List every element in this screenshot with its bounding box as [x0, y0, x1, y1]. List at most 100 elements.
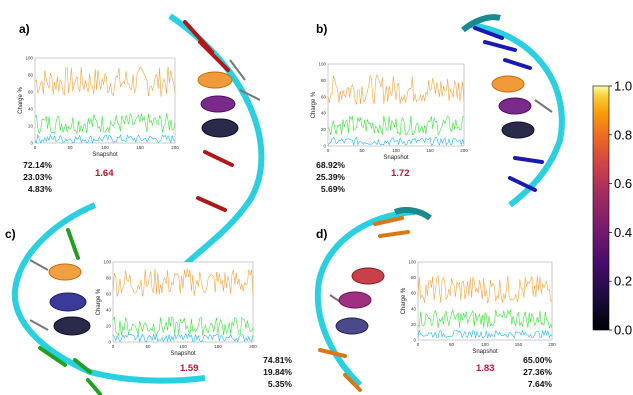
dna-helix-d [314, 207, 432, 392]
y-tick-label: 60 [106, 292, 112, 297]
x-axis-label: Snapshot [170, 351, 196, 357]
charge-plot-1: 0 50 100 150 200 0 20 40 60 80 100 Snapshot Charge % [311, 62, 468, 162]
y-tick-label: 80 [321, 78, 327, 83]
y-tick-label: 0 [323, 144, 326, 149]
y-axis-label: Charge % [96, 288, 102, 315]
x-tick-label: 50 [449, 342, 455, 347]
base-triplet-c [48, 263, 91, 336]
pct-b-1: 68.92% [316, 160, 345, 170]
series-line-1 [417, 308, 553, 329]
y-axis-label: Charge % [18, 86, 24, 113]
x-tick-label: 150 [214, 344, 222, 349]
y-tick-label: 100 [408, 260, 416, 265]
y-tick-label: 20 [106, 324, 112, 329]
panel-letter-c: c) [5, 227, 16, 241]
pct-a-2: 23.03% [23, 172, 52, 182]
y-tick-label: 40 [28, 107, 34, 112]
y-axis-label: Charge % [311, 91, 317, 118]
pct-b-3: 5.69% [321, 184, 346, 194]
pct-d-2: 27.36% [523, 367, 552, 377]
y-tick-label: 80 [28, 73, 34, 78]
series-line-0 [112, 268, 254, 297]
x-tick-label: 0 [34, 145, 37, 150]
colorbar-tick-label: 1.0 [614, 79, 632, 94]
x-axis-label: Snapshot [92, 152, 118, 158]
y-tick-label: 60 [321, 94, 327, 99]
score-b: 1.72 [391, 168, 410, 179]
y-tick-label: 0 [108, 340, 111, 345]
y-tick-label: 40 [106, 308, 112, 313]
charge-plot-0: 0 50 100 150 200 0 20 40 60 80 100 Snapshot Charge % [18, 56, 179, 159]
series-line-1 [327, 115, 465, 136]
pct-c-2: 19.84% [263, 367, 292, 377]
panel-letter-a: a) [19, 22, 30, 36]
y-axis-label: Charge % [401, 287, 407, 314]
base-triplet-a [197, 71, 239, 138]
x-tick-label: 150 [515, 342, 523, 347]
x-tick-label: 200 [171, 145, 179, 150]
series-line-2 [327, 136, 465, 147]
x-tick-label: 100 [392, 148, 400, 153]
x-tick-label: 150 [426, 148, 434, 153]
x-tick-label: 0 [327, 148, 330, 153]
panel-letter-b: b) [316, 22, 327, 36]
pct-d-1: 65.00% [523, 355, 552, 365]
score-c: 1.59 [180, 363, 199, 374]
series-line-2 [112, 332, 254, 343]
y-tick-label: 0 [413, 338, 416, 343]
y-tick-label: 40 [411, 306, 417, 311]
x-tick-label: 0 [112, 344, 115, 349]
pct-c-3: 5.35% [268, 379, 293, 389]
x-axis-label: Snapshot [472, 349, 498, 355]
colorbar-tick-label: 0.2 [614, 274, 632, 289]
colorbar-tick-label: 0.4 [614, 225, 632, 240]
dna-helix-c [11, 202, 206, 395]
series-line-2 [417, 329, 553, 339]
y-tick-label: 0 [30, 141, 33, 146]
base-triplet-b [491, 75, 535, 139]
x-tick-label: 100 [481, 342, 489, 347]
plot-frame [327, 63, 465, 147]
x-tick-label: 50 [67, 145, 73, 150]
series-line-0 [327, 73, 465, 106]
charge-plot-2: 0 50 100 150 200 0 20 40 60 80 100 Snapshot Charge % [96, 260, 257, 358]
base-triplet-d [335, 267, 385, 335]
charge-plot-3: 0 50 100 150 200 0 20 40 60 80 100 Snapshot Charge % [401, 260, 556, 356]
pct-d-3: 7.64% [528, 379, 553, 389]
panel-letter-d: d) [316, 227, 327, 241]
x-tick-label: 50 [145, 344, 151, 349]
pct-a-1: 72.14% [23, 160, 52, 170]
y-tick-label: 60 [411, 291, 417, 296]
y-tick-label: 100 [25, 56, 33, 61]
score-a: 1.64 [95, 168, 114, 179]
score-d: 1.83 [476, 363, 495, 374]
x-tick-label: 0 [417, 342, 420, 347]
colorbar-ticks: 0.0 0.2 0.4 0.6 0.8 1.0 [609, 79, 632, 338]
colorbar-tick-label: 0.0 [614, 323, 632, 338]
x-tick-label: 200 [460, 148, 468, 153]
y-tick-label: 80 [411, 275, 417, 280]
series-line-0 [417, 274, 553, 304]
x-tick-label: 100 [101, 145, 109, 150]
y-tick-label: 20 [28, 124, 34, 129]
pct-a-3: 4.83% [28, 184, 53, 194]
series-line-2 [34, 133, 176, 145]
series-line-0 [34, 66, 176, 97]
x-tick-label: 200 [548, 342, 556, 347]
series-line-1 [34, 113, 176, 135]
y-tick-label: 20 [321, 127, 327, 132]
dna-helix-a [168, 13, 265, 268]
x-tick-label: 50 [359, 148, 365, 153]
colorbar-tick-label: 0.8 [614, 127, 632, 142]
dna-helix-b [461, 14, 565, 208]
x-tick-label: 200 [249, 344, 257, 349]
colorbar-gradient [592, 85, 610, 331]
plot-frame [417, 261, 553, 341]
pct-c-1: 74.81% [263, 355, 292, 365]
y-tick-label: 80 [106, 276, 112, 281]
x-tick-label: 150 [136, 145, 144, 150]
colorbar: 0.0 0.2 0.4 0.6 0.8 1.0 [592, 79, 632, 338]
series-line-1 [112, 315, 254, 337]
